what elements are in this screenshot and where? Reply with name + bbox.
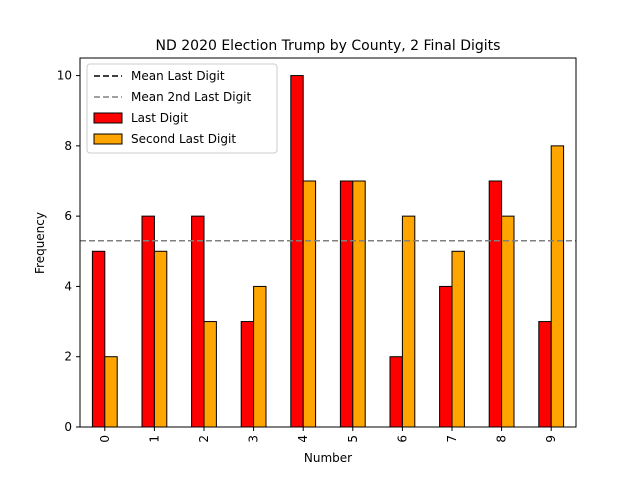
bar-last-digit-2 [191, 215, 205, 428]
y-tick-label-2: 2 [64, 350, 72, 364]
legend-label-line-0: Mean Last Digit [131, 69, 225, 83]
legend-swatch-series-0 [93, 112, 123, 124]
bar-last-digit-9 [538, 321, 552, 428]
bar-last-digit-4 [290, 75, 304, 428]
x-axis-label: Number [304, 451, 352, 465]
y-tick-label-10: 10 [57, 69, 72, 83]
bar-second-last-digit-4 [302, 180, 317, 428]
legend: Mean Last Digit Mean 2nd Last Digit Last D… [86, 63, 278, 154]
x-tick-label-2: 2 [197, 435, 211, 443]
bar-last-digit-6 [389, 356, 403, 428]
bar-second-last-digit-1 [153, 250, 168, 428]
bar-second-last-digit-6 [401, 215, 416, 428]
y-tick-label-6: 6 [64, 209, 72, 223]
y-tick-label-0: 0 [64, 420, 72, 434]
legend-box [86, 63, 278, 154]
bar-last-digit-3 [240, 321, 255, 428]
y-tick-label-8: 8 [64, 139, 72, 153]
legend-label-line-1: Mean 2nd Last Digit [131, 90, 252, 104]
bar-last-digit-7 [439, 285, 453, 428]
bar-second-last-digit-7 [451, 250, 465, 428]
x-tick-label-0: 0 [98, 435, 112, 443]
bar-last-digit-0 [91, 250, 106, 428]
y-tick-label-4: 4 [64, 279, 72, 293]
legend-swatch-series-1 [93, 133, 123, 145]
bar-second-last-digit-8 [501, 215, 515, 428]
bar-second-last-digit-3 [253, 285, 267, 428]
bar-second-last-digit-5 [352, 180, 366, 428]
y-axis-label: Frequency [33, 212, 47, 274]
plot-area: 0 2 4 6 8 10 0 1 2 3 4 5 6 7 8 9 [57, 57, 577, 443]
bar-second-last-digit-9 [550, 145, 565, 428]
chart-title: ND 2020 Election Trump by County, 2 Fina… [156, 38, 501, 54]
x-tick-label-1: 1 [147, 435, 161, 443]
x-tick-label-3: 3 [247, 435, 261, 443]
legend-label-series-0: Last Digit [131, 111, 188, 125]
bar-last-digit-8 [488, 180, 503, 428]
x-tick-label-8: 8 [495, 435, 509, 443]
plot-frame [79, 57, 577, 428]
bar-last-digit-5 [339, 180, 354, 428]
x-tick-label-7: 7 [445, 435, 459, 443]
bar-second-last-digit-0 [104, 356, 118, 428]
bar-second-last-digit-2 [203, 321, 217, 428]
bar-last-digit-1 [141, 215, 155, 428]
x-tick-label-9: 9 [544, 435, 558, 443]
x-tick-label-5: 5 [346, 435, 360, 443]
x-tick-label-4: 4 [296, 435, 310, 443]
legend-label-series-1: Second Last Digit [131, 132, 236, 146]
x-tick-label-6: 6 [395, 435, 409, 443]
